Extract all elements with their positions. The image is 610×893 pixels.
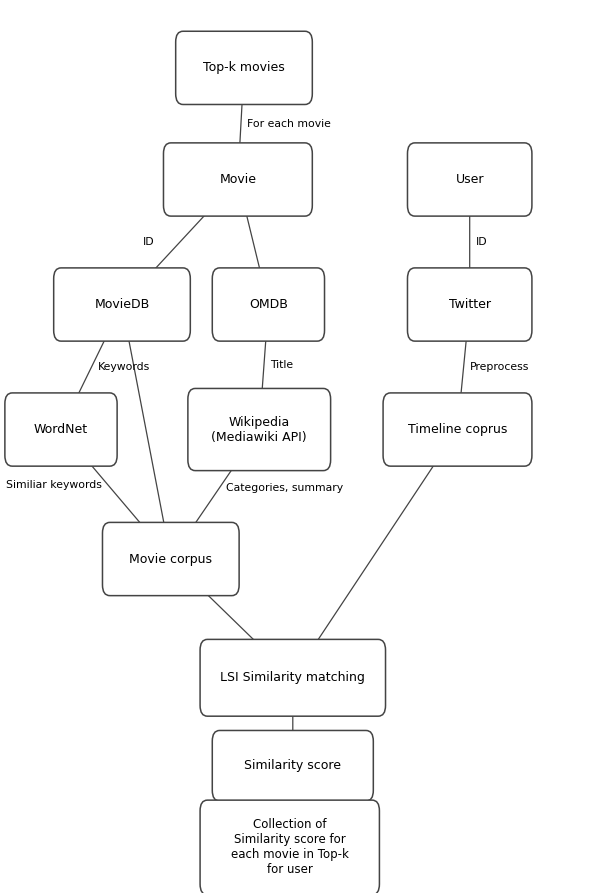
Text: Categories, summary: Categories, summary	[226, 482, 343, 493]
Text: Top-k movies: Top-k movies	[203, 62, 285, 74]
Text: Title: Title	[270, 360, 293, 370]
Text: Timeline coprus: Timeline coprus	[408, 423, 507, 436]
FancyBboxPatch shape	[200, 639, 386, 716]
Text: WordNet: WordNet	[34, 423, 88, 436]
FancyBboxPatch shape	[200, 800, 379, 893]
Text: LSI Similarity matching: LSI Similarity matching	[220, 672, 365, 684]
Text: MovieDB: MovieDB	[95, 298, 149, 311]
Text: Wikipedia
(Mediawiki API): Wikipedia (Mediawiki API)	[212, 415, 307, 444]
FancyBboxPatch shape	[5, 393, 117, 466]
FancyBboxPatch shape	[407, 268, 532, 341]
Text: ID: ID	[476, 237, 487, 247]
Text: Movie: Movie	[220, 173, 256, 186]
FancyBboxPatch shape	[102, 522, 239, 596]
Text: Movie corpus: Movie corpus	[129, 553, 212, 565]
FancyBboxPatch shape	[54, 268, 190, 341]
Text: Twitter: Twitter	[449, 298, 490, 311]
Text: Preprocess: Preprocess	[470, 362, 529, 372]
Text: Keywords: Keywords	[98, 362, 150, 372]
Text: ID: ID	[143, 237, 155, 247]
Text: Similiar keywords: Similiar keywords	[6, 480, 102, 490]
Text: User: User	[456, 173, 484, 186]
FancyBboxPatch shape	[383, 393, 532, 466]
FancyBboxPatch shape	[188, 388, 331, 471]
FancyBboxPatch shape	[407, 143, 532, 216]
FancyBboxPatch shape	[212, 730, 373, 801]
Text: Similarity score: Similarity score	[244, 759, 342, 772]
Text: Collection of
Similarity score for
each movie in Top-k
for user: Collection of Similarity score for each …	[231, 819, 349, 876]
FancyBboxPatch shape	[163, 143, 312, 216]
FancyBboxPatch shape	[212, 268, 325, 341]
Text: OMDB: OMDB	[249, 298, 288, 311]
Text: For each movie: For each movie	[247, 119, 331, 129]
FancyBboxPatch shape	[176, 31, 312, 104]
